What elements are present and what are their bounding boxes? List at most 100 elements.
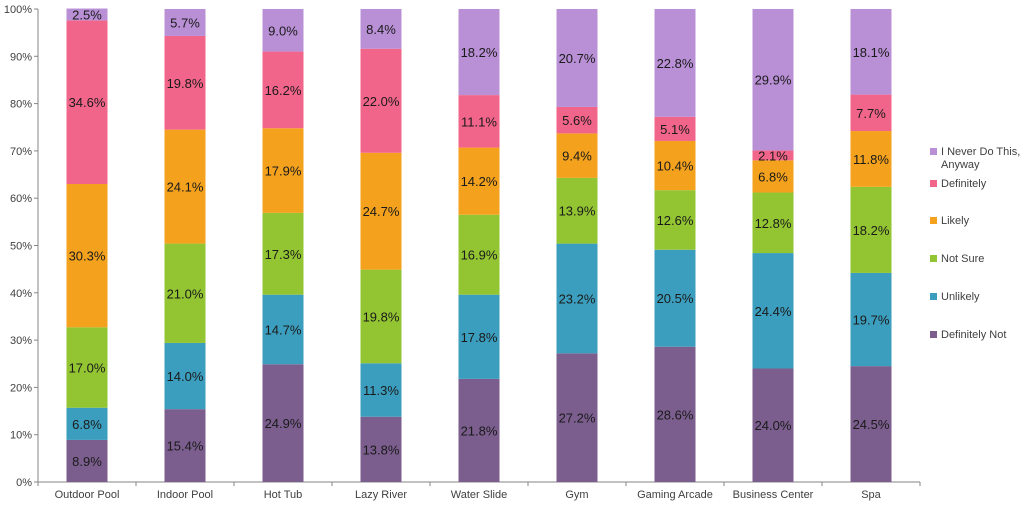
bar-segment [654, 140, 696, 191]
data-label: 8.4% [366, 22, 396, 37]
data-label: 9.4% [562, 149, 592, 164]
x-tick-label: Gaming Arcade [637, 489, 713, 501]
bar-segment [556, 353, 598, 482]
bar-segment [164, 129, 206, 244]
bar-segment [654, 9, 696, 117]
bar-segment [458, 294, 500, 379]
y-tick-label: 50% [10, 241, 32, 253]
bar-segment [164, 9, 206, 36]
bar-segment [66, 184, 108, 328]
bar-segment [360, 416, 402, 482]
bar-segment [66, 20, 108, 185]
data-label: 14.2% [461, 174, 498, 189]
data-label: 2.5% [72, 7, 102, 22]
y-tick-label: 40% [10, 288, 32, 300]
bar-segment [654, 249, 696, 347]
data-label: 34.6% [69, 95, 106, 110]
x-tick-label: Business Center [733, 489, 814, 501]
bar-segment [164, 342, 206, 410]
data-label: 14.7% [265, 322, 302, 337]
data-label: 17.3% [265, 247, 302, 262]
legend-swatch [930, 331, 937, 338]
bar-segment [752, 192, 794, 254]
bar-segment [850, 272, 892, 367]
data-label: 24.5% [853, 417, 890, 432]
legend-entry-label: Likely [941, 215, 970, 227]
bar-segment [850, 9, 892, 95]
data-label: 11.3% [363, 383, 399, 398]
data-label: 5.7% [170, 15, 200, 30]
bar-segment [654, 116, 696, 141]
data-label: 5.6% [562, 113, 592, 128]
bar-segment [66, 327, 108, 408]
data-label: 16.9% [461, 248, 498, 263]
bar-layer [66, 8, 892, 482]
bar-segment [262, 51, 304, 129]
bar-segment [262, 128, 304, 213]
bar-segment [66, 8, 108, 21]
data-label: 17.9% [265, 164, 302, 179]
data-label: 18.2% [461, 45, 498, 60]
data-label: 13.8% [363, 442, 400, 457]
bar-segment [556, 106, 598, 134]
bar-segment [654, 190, 696, 250]
legend-entry-label: I Never Do This, Anyway [941, 146, 1020, 171]
data-label: 7.7% [856, 106, 886, 121]
y-tick-label: 100% [4, 4, 32, 16]
y-tick-label: 20% [10, 382, 32, 394]
legend-swatch [930, 255, 937, 262]
x-tick-label: Water Slide [451, 489, 507, 501]
legend-entry-label: Definitely Not [941, 329, 1006, 341]
bar-segment [458, 378, 500, 482]
data-label: 20.5% [657, 291, 694, 306]
bar-segment [360, 363, 402, 417]
data-label: 11.1% [461, 114, 497, 129]
data-label: 16.2% [265, 83, 302, 98]
bar-segment [556, 133, 598, 178]
data-label: 22.8% [657, 56, 694, 71]
bar-segment [360, 152, 402, 270]
legend-entry-label: Unlikely [941, 291, 980, 303]
axis-layer: 0% 10% 20% 30% 40% 50% 60% 70% 80% 90% 100% Outdoor… [4, 4, 921, 501]
data-label: 24.1% [167, 180, 204, 195]
data-label: 22.0% [363, 94, 400, 109]
x-tick-label: Gym [565, 489, 588, 501]
data-label: 11.8% [853, 152, 889, 167]
data-label: 20.7% [559, 51, 596, 66]
y-tick-label: 70% [10, 146, 32, 158]
data-label: 13.9% [559, 204, 596, 219]
data-label: 21.8% [461, 423, 498, 438]
data-label: 12.8% [755, 216, 792, 231]
y-tick-label: 0% [16, 477, 32, 489]
data-label: 19.7% [853, 313, 890, 328]
bar-segment [752, 160, 794, 193]
bar-segment [164, 409, 206, 482]
data-label: 27.2% [559, 411, 596, 426]
data-label: 18.1% [853, 45, 890, 60]
bar-segment [752, 9, 794, 151]
data-label: 10.4% [657, 159, 694, 174]
bar-segment [556, 243, 598, 354]
bar-segment [850, 131, 892, 187]
bar-segment [850, 94, 892, 132]
data-label: 30.3% [69, 249, 106, 264]
legend-swatch [930, 180, 937, 187]
data-label: 24.7% [363, 204, 400, 219]
bar-segment [360, 9, 402, 49]
y-tick-label: 60% [10, 193, 32, 205]
bar-segment [458, 9, 500, 96]
bar-segment [360, 48, 402, 153]
bar-segment [850, 186, 892, 273]
bar-segment [556, 177, 598, 244]
bar-segment [66, 407, 108, 440]
x-tick-label: Indoor Pool [157, 489, 213, 501]
data-label: 12.6% [657, 213, 694, 228]
x-tick-label: Lazy River [355, 489, 407, 501]
data-label: 29.9% [755, 73, 792, 88]
data-label: 6.8% [758, 169, 788, 184]
data-label: 15.4% [167, 439, 204, 454]
bar-segment [262, 9, 304, 52]
legend: I Never Do This, Anyway Definitely Likely No… [930, 146, 1020, 341]
